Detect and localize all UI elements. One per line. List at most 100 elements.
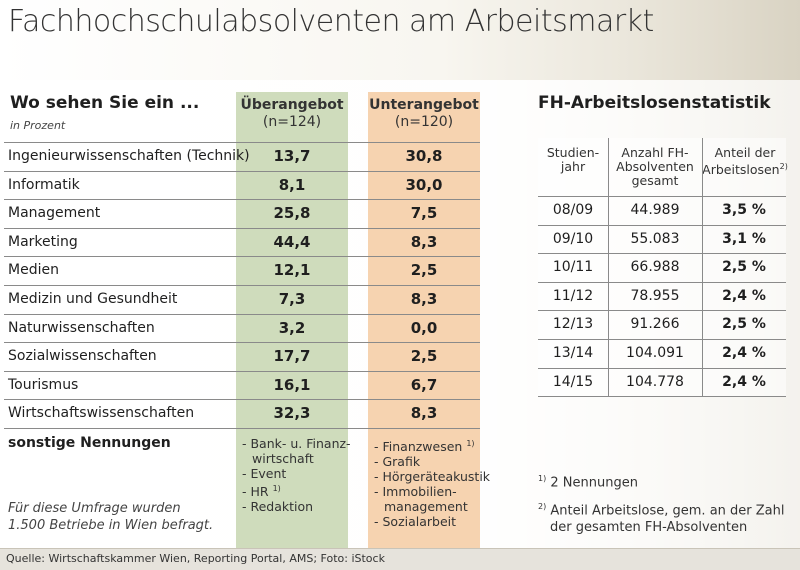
header-year: Studien- jahr [538,146,608,174]
header-count-line: gesamt [631,173,679,188]
list-item: - Redaktion [242,499,314,515]
value-ueberangebot: 13,7 [273,147,311,165]
survey-unit: in Prozent [10,119,66,132]
cell-share: 3,1 % [722,230,766,247]
header-count-line: Absolventen [616,159,694,174]
cell-year: 14/15 [552,373,594,390]
value-unterangebot: 2,5 [410,347,438,366]
value-unterangebot: 6,7 [410,375,438,394]
table-row-separator [4,428,480,429]
other-unter-list: - Finanzwesen 1) - Grafik - Hörgeräteaku… [374,436,490,529]
cell-share: 2,5 % [722,316,766,333]
value-ueberangebot: 7,3 [278,290,306,308]
footnote-text: 2 Nennungen [550,475,638,491]
ueberangebot-label: Überangebot [240,97,344,113]
list-item: - Grafik [374,454,421,470]
survey-note: Für diese Umfrage wurden 1.500 Betriebe … [8,500,213,534]
stats-table-bg [538,138,786,396]
cell-count: 78.955 [630,287,680,304]
footnote-mark: 1) [272,484,281,493]
unterangebot-header: Unterangebot (n=120) [368,97,480,131]
value-ueberangebot: 17,7 [273,347,311,366]
table-row: Informatik 8,1 30,0 [4,170,480,200]
value-unterangebot: 0,0 [410,318,438,337]
cell-count: 55.083 [630,230,680,247]
list-item: management [384,499,468,515]
list-item: - HR 1) [242,481,351,499]
list-item: - Immobilien- [374,484,457,500]
table-bottom-rule [538,396,786,397]
unterangebot-column-bg [368,92,480,548]
cell-year: 08/09 [552,202,594,218]
row-label: Informatik [8,176,80,193]
value-ueberangebot: 16,1 [273,375,311,394]
survey-question: Wo sehen Sie ein ... [10,93,200,113]
list-item-text: - Finanzwesen [374,439,463,455]
source-text: Quelle: Wirtschaftskammer Wien, Reportin… [6,552,385,565]
header-count-line: Anzahl FH- [621,145,689,160]
cell-year: 09/10 [552,230,594,247]
table-row: 12/13 91.266 2,5 % [538,310,786,340]
table-row: Naturwissenschaften 3,2 0,0 [4,313,480,343]
value-ueberangebot: 25,8 [273,204,311,223]
value-unterangebot: 30,8 [405,147,443,165]
other-mentions-label: sonstige Nennungen [8,435,171,451]
row-label: Naturwissenschaften [8,319,155,336]
other-ueber-list: - Bank- u. Finanz- wirtschaft - Event - … [242,436,351,514]
list-item-text: - HR [242,484,269,500]
row-label: Ingenieurwissenschaften (Technik) [8,148,250,164]
table-row: Marketing 44,4 8,3 [4,227,480,257]
cell-count: 91.266 [630,316,680,333]
cell-count: 66.988 [630,259,680,276]
value-ueberangebot: 44,4 [273,232,311,251]
value-unterangebot: 30,0 [405,175,443,194]
ueberangebot-n: (n=124) [262,114,322,130]
header-year-line: Studien- [546,145,600,160]
list-item: - Bank- u. Finanz- [242,436,351,451]
row-label: Medizin und Gesundheit [8,291,178,307]
cell-year: 12/13 [552,316,594,333]
table-row: 09/10 55.083 3,1 % [538,224,786,255]
footnote-text: der gesamten FH-Absolventen [550,520,748,536]
unterangebot-n: (n=120) [394,114,454,130]
footnote-mark: 1) [538,474,547,483]
row-label: Management [8,205,101,222]
footnote-1: 1) 2 Nennungen [538,470,638,491]
table-row: Sozialwissenschaften 17,7 2,5 [4,342,480,371]
header-share: Anteil der Arbeitslosen2) [702,146,788,177]
footnote-mark: 1) [466,439,475,448]
list-item: - Finanzwesen 1) [374,436,490,454]
cell-count: 104.091 [626,345,684,361]
table-row: 14/15 104.778 2,4 % [538,367,786,398]
value-unterangebot: 7,5 [410,204,438,223]
table-row: 08/09 44.989 3,5 % [538,196,786,226]
cell-share: 2,4 % [722,345,766,361]
list-item: - Hörgeräteakustik [374,469,491,485]
value-ueberangebot: 8,1 [278,175,306,194]
cell-share: 3,5 % [722,202,766,218]
header-count: Anzahl FH- Absolventen gesamt [608,146,702,188]
list-item: - Sozialarbeit [374,514,457,530]
table-row: Wirtschaftswissenschaften 32,3 8,3 [4,399,480,428]
header-share-text: Arbeitslosen [702,162,780,178]
source-footer: Quelle: Wirtschaftskammer Wien, Reportin… [0,548,800,570]
cell-year: 11/12 [552,287,594,304]
column-divider [608,138,609,396]
table-row: 10/11 66.988 2,5 % [538,253,786,283]
row-label: Tourismus [8,376,79,393]
ueberangebot-header: Überangebot (n=124) [236,97,348,131]
value-unterangebot: 8,3 [410,290,438,308]
row-label: Medien [8,262,59,279]
table-row: Medizin und Gesundheit 7,3 8,3 [4,285,480,314]
list-item: - Event [242,466,287,481]
table-row: Tourismus 16,1 6,7 [4,370,480,400]
footnote-text: Anteil Arbeitslose, gem. an der Zahl [550,503,785,519]
column-divider [702,138,703,396]
stats-title: FH-Arbeitslosenstatistik [538,93,771,113]
cell-count: 104.778 [626,373,684,390]
table-row: Medien 12,1 2,5 [4,256,480,285]
value-unterangebot: 8,3 [410,404,438,423]
header-year-line: jahr [560,159,586,174]
cell-year: 10/11 [552,259,594,276]
cell-share: 2,4 % [722,287,766,304]
